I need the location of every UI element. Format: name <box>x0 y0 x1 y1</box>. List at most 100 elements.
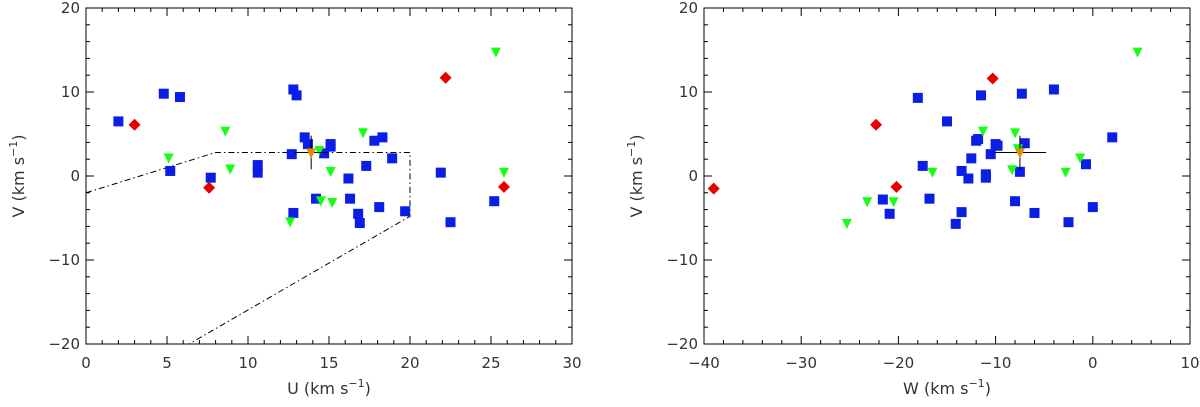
blue-square-point <box>1107 132 1118 143</box>
green-triangle-point <box>314 145 325 156</box>
x-tick-label-2: −20 <box>883 354 915 372</box>
green-triangle-point <box>285 217 296 228</box>
y-tick-label-2: 0 <box>688 167 698 185</box>
blue-square-point <box>252 167 263 178</box>
red-diamond-point <box>870 118 883 131</box>
blue-square-point <box>377 132 388 143</box>
blue-square-point <box>361 160 372 171</box>
blue-square-point <box>976 90 987 101</box>
blue-square-point <box>1014 166 1025 177</box>
blue-square-point <box>912 92 923 103</box>
blue-square-point <box>113 116 124 127</box>
green-triangle-point <box>927 167 938 178</box>
mean-marker <box>306 148 317 159</box>
blue-square-point <box>1029 207 1040 218</box>
blue-square-point <box>174 92 185 103</box>
blue-square-point <box>956 207 967 218</box>
green-triangle-point <box>358 128 369 139</box>
x-tick-label-1: 5 <box>162 354 172 372</box>
x-tick-label-1: 15 <box>319 354 338 372</box>
green-triangle-point <box>163 153 174 164</box>
blue-square-point <box>435 167 446 178</box>
blue-square-point <box>445 217 456 228</box>
green-triangle-point <box>1075 153 1086 164</box>
x-axis-label-1: U (km s−1) <box>287 377 371 398</box>
blue-square-point <box>205 172 216 183</box>
blue-square-point <box>1016 88 1027 99</box>
red-diamond-point <box>439 71 452 84</box>
x-tick-label-2: 10 <box>1180 354 1199 372</box>
blue-square-point <box>966 153 977 164</box>
x-tick-label-2: −10 <box>980 354 1012 372</box>
mean-marker <box>1014 148 1025 159</box>
y-tick-label-2: 10 <box>679 83 698 101</box>
y-tick-label-1: 20 <box>61 0 80 17</box>
red-diamond-point <box>128 118 141 131</box>
x-tick-label-1: 10 <box>238 354 257 372</box>
green-triangle-point <box>1060 167 1071 178</box>
dash-dot-region-1 <box>86 151 411 344</box>
plot-frame-2 <box>703 7 1191 345</box>
green-triangle-point <box>862 197 873 208</box>
blue-square-point <box>1048 84 1059 95</box>
blue-square-point <box>311 193 322 204</box>
blue-square-point <box>1019 138 1030 149</box>
blue-square-point <box>291 90 302 101</box>
blue-square-point <box>950 218 961 229</box>
blue-square-point <box>489 196 500 207</box>
blue-square-point <box>387 153 398 164</box>
x-tick-label-2: 0 <box>1088 354 1098 372</box>
red-diamond-point <box>497 180 510 193</box>
plot-frame-1 <box>85 7 573 345</box>
green-triangle-point <box>977 126 988 137</box>
green-triangle-point <box>315 196 326 207</box>
blue-square-point <box>354 218 365 229</box>
red-diamond-point <box>890 180 903 193</box>
blue-square-point <box>343 173 354 184</box>
y-axis-label-1: V (km s−1) <box>7 134 28 217</box>
blue-square-point <box>299 132 310 143</box>
blue-square-point <box>369 135 380 146</box>
blue-square-point <box>980 172 991 183</box>
blue-square-point <box>877 194 888 205</box>
wv-scatter-panel: −40 −30 −20 −10 0 10 −20 −10 0 10 20 W (km s−1) V (k… <box>625 0 1200 398</box>
y-axis-label-2: V (km s−1) <box>625 134 646 217</box>
green-triangle-point <box>220 126 231 137</box>
y-tick-label-1: −20 <box>48 335 80 353</box>
blue-square-point <box>319 148 330 159</box>
blue-square-point <box>1087 202 1098 213</box>
x-tick-label-1: 0 <box>81 354 91 372</box>
x-axis-label-2: W (km s−1) <box>903 377 991 398</box>
blue-square-point <box>1063 217 1074 228</box>
blue-square-point <box>252 160 263 171</box>
blue-square-point <box>942 116 952 127</box>
blue-square-point <box>353 208 364 219</box>
blue-square-point <box>1080 159 1091 170</box>
y-tick-label-1: −10 <box>48 251 80 269</box>
blue-square-point <box>992 140 1003 151</box>
blue-square-point <box>917 160 928 171</box>
x-tick-label-1: 20 <box>400 354 419 372</box>
blue-square-point <box>302 139 313 150</box>
green-triangle-point <box>1132 47 1143 58</box>
blue-square-point <box>956 165 967 176</box>
x-tick-label-1: 25 <box>481 354 500 372</box>
blue-square-point <box>400 206 411 217</box>
y-tick-label-1: 10 <box>61 83 80 101</box>
blue-square-point <box>963 173 974 184</box>
blue-square-point <box>884 208 895 219</box>
blue-square-point <box>345 193 356 204</box>
blue-square-point <box>325 141 336 152</box>
green-triangle-point <box>327 198 338 209</box>
blue-square-point <box>924 193 935 204</box>
y-tick-label-2: 20 <box>679 0 698 17</box>
y-tick-label-2: −10 <box>666 251 698 269</box>
y-tick-label-1: 0 <box>70 167 80 185</box>
blue-square-point <box>286 149 297 160</box>
blue-square-point <box>971 135 982 146</box>
blue-square-point <box>288 207 299 218</box>
green-triangle-point <box>225 164 236 175</box>
green-triangle-point <box>1007 165 1018 176</box>
green-triangle-point <box>888 197 899 208</box>
